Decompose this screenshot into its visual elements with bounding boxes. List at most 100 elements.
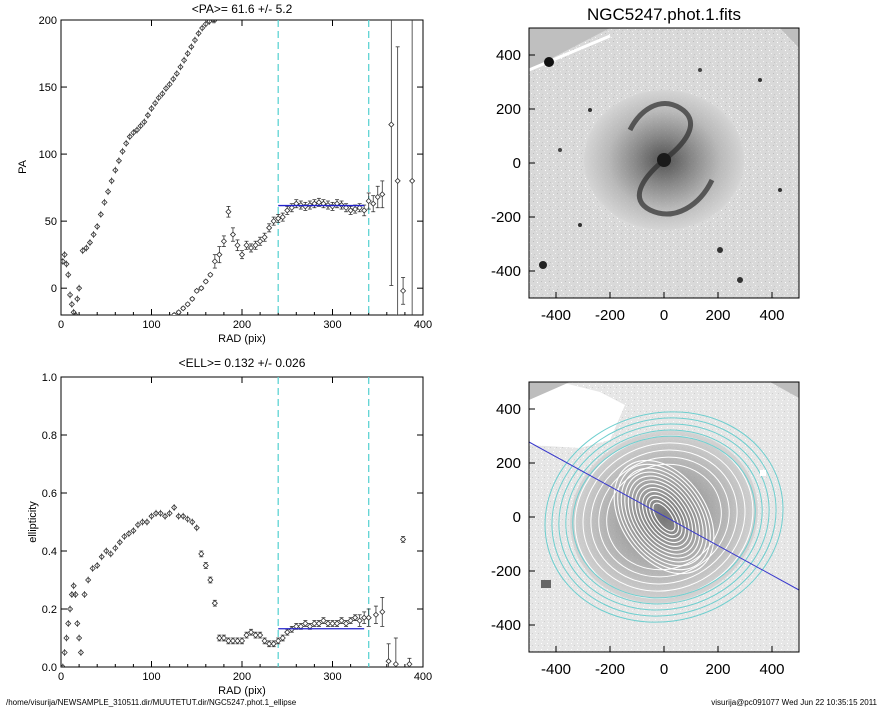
pa-point [361, 207, 368, 214]
ellipse-image-ticks: -400 -200 0 200 400 400 200 0 -200 -400 [491, 401, 785, 678]
pa-ytick-label: 200 [39, 15, 57, 27]
fit-ytick-label: 200 [496, 455, 521, 472]
pa-point [202, 278, 209, 285]
pa-point [225, 208, 232, 215]
pa-point [68, 301, 75, 308]
pa-point [65, 271, 72, 278]
ell-point [257, 632, 264, 639]
fit-ellipse-inner [645, 494, 683, 540]
pa-point [261, 234, 268, 241]
ell-data [61, 377, 413, 667]
pa-point [195, 30, 202, 37]
ell-point [65, 620, 72, 627]
ell-point [302, 620, 309, 627]
fit-ellipse-outer [558, 423, 770, 611]
ell-point [61, 649, 68, 656]
pa-point [83, 244, 90, 252]
pa-point [148, 105, 155, 112]
ell-point [372, 611, 380, 618]
ellipse-fit-panel: -400 -200 0 200 400 400 200 0 -200 -400 [491, 381, 800, 678]
pa-point [229, 231, 237, 238]
pa-point [257, 238, 264, 245]
ell-point [279, 634, 286, 642]
pa-point [270, 218, 277, 225]
ell-point [347, 617, 354, 624]
fit-ellipse-mid [598, 456, 730, 578]
pa-point [188, 43, 195, 50]
pa-point [238, 251, 246, 258]
pa-point [193, 287, 200, 294]
footer-path: /home/visurija/NEWSAMPLE_310511.dir/MUUT… [6, 698, 297, 707]
ell-point [198, 550, 205, 557]
pa-point [365, 197, 372, 205]
pa-point [302, 203, 309, 210]
pa-ytick-label: 100 [39, 149, 57, 161]
pa-ytick-label: 150 [39, 82, 57, 94]
ell-point [270, 640, 277, 647]
ell-point [103, 547, 110, 555]
pa-xtick-label: 200 [233, 319, 251, 331]
pa-point [112, 167, 119, 174]
fit-ellipse-inner [634, 483, 694, 551]
pa-point [247, 244, 255, 252]
pa-point [181, 57, 188, 64]
pa-point [90, 231, 97, 238]
img-xtick-label: 0 [660, 307, 668, 324]
ell-point [356, 617, 363, 624]
pa-point [94, 223, 101, 230]
fit-ellipse-inner [620, 467, 708, 567]
pa-point [72, 311, 79, 315]
pa-ytick-label: 50 [45, 216, 57, 228]
image-ticks: -400 -200 0 200 400 400 200 0 -200 -400 [491, 47, 785, 324]
img-ytick-label: 400 [496, 47, 521, 64]
fit-ellipse-inner [652, 502, 676, 532]
fit-ellipse-inner [624, 471, 704, 563]
fit-ytick-label: 0 [513, 509, 521, 526]
ell-point [89, 565, 96, 572]
ell-point [66, 605, 74, 613]
pa-point [347, 207, 354, 214]
pa-point [133, 126, 141, 134]
fit-xtick-label: 200 [705, 661, 730, 678]
pa-xtick-label: 400 [414, 319, 432, 331]
ell-point [261, 637, 268, 644]
ell-xlabel: RAD (pix) [218, 685, 266, 697]
img-xtick-label: -400 [541, 307, 571, 324]
pa-point [123, 140, 130, 147]
ell-point [85, 576, 92, 584]
ell-point [112, 545, 119, 552]
fit-ellipse-mid [590, 449, 738, 585]
ell-point [180, 513, 187, 520]
pa-point [162, 85, 170, 92]
ell-point [379, 608, 386, 615]
galaxy-image-panel: NGC5247.phot.1.fits -400 -200 0 200 400 400 20… [491, 5, 800, 324]
pa-point [79, 247, 86, 254]
ell-point [207, 576, 214, 584]
fit-ellipse-outer [551, 417, 777, 617]
fit-ellipse-inner [638, 487, 690, 547]
fit-ellipse-outer [565, 429, 763, 605]
fit-ellipse-inner [617, 463, 711, 571]
pa-point [352, 206, 359, 213]
fit-ellipse-mid [606, 463, 722, 571]
img-xtick-label: 200 [705, 307, 730, 324]
ell-xtick-label: 400 [414, 671, 432, 683]
ell-ytick-label: 0.2 [42, 604, 57, 616]
pa-point [191, 37, 199, 44]
pa-point [130, 129, 137, 136]
ell-point [130, 527, 137, 534]
pa-point [119, 148, 126, 155]
ell-ytick-label: 0.6 [42, 488, 57, 500]
ell-point [284, 629, 291, 636]
pa-point [155, 94, 162, 101]
pa-ticks: 0 100 200 300 400 0 50 100 150 200 [39, 15, 433, 331]
fit-ytick-label: 400 [496, 401, 521, 418]
ell-point [148, 513, 155, 520]
pa-point [209, 20, 217, 24]
ell-point [61, 663, 66, 667]
pa-point [144, 112, 151, 119]
pa-point [329, 203, 336, 210]
pa-direction-line [529, 441, 799, 591]
pa-point [211, 20, 218, 24]
